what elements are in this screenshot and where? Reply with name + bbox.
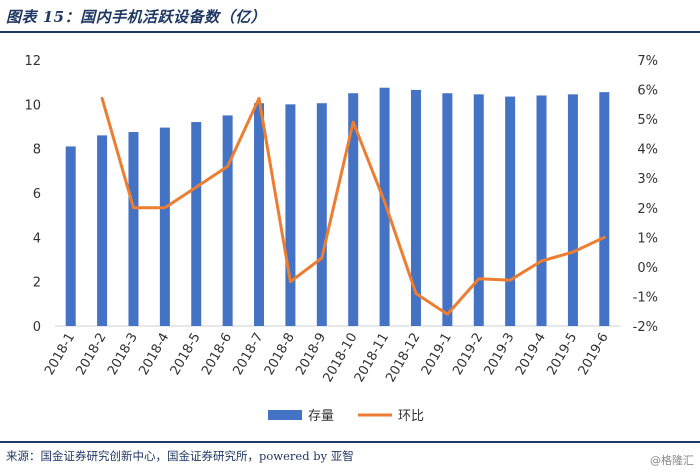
bar (379, 87, 390, 326)
legend-label: 存量 (308, 409, 334, 424)
series-line (100, 96, 606, 316)
y-tick-label: 10 (24, 98, 41, 113)
y2-tick-label: 1% (637, 231, 658, 246)
bar (505, 96, 516, 326)
bar (567, 94, 578, 326)
legend-label: 环比 (398, 409, 424, 424)
bar (97, 135, 108, 326)
bar (442, 93, 453, 326)
bar (473, 94, 484, 326)
y2-tick-label: -2% (633, 320, 658, 335)
y2-tick-label: 4% (637, 143, 658, 158)
bar (316, 103, 327, 326)
legend-swatch-bar (268, 410, 302, 420)
bar (65, 146, 76, 326)
y2-tick-label: 7% (637, 54, 658, 69)
y2-tick-label: 5% (637, 113, 658, 128)
source-note: 来源：国金证券研究创新中心，国金证券研究所，powered by 亚智 (6, 449, 354, 463)
y2-tick-label: 2% (637, 202, 658, 217)
y2-tick-label: 3% (637, 172, 658, 187)
x-tick-label: 2019-6 (576, 331, 612, 378)
y2-tick-label: 6% (637, 84, 658, 99)
bar (191, 122, 202, 326)
y-tick-label: 4 (33, 231, 41, 246)
bar (599, 92, 610, 326)
y2-tick-label: 0% (637, 261, 658, 276)
bar (536, 95, 547, 326)
title-rule (0, 31, 700, 33)
bar (254, 103, 265, 326)
bar (128, 132, 139, 326)
bar (410, 89, 421, 326)
bar (348, 93, 359, 326)
chart-title: 图表 15：国内手机活跃设备数（亿） (6, 8, 267, 26)
y-tick-label: 8 (33, 143, 41, 158)
bar (159, 127, 170, 326)
y-tick-label: 6 (33, 187, 41, 202)
y-tick-label: 2 (33, 276, 41, 291)
y-tick-label: 12 (24, 54, 41, 69)
combo-chart: 024681012-2%-1%0%1%2%3%4%5%6%7%2018-1201… (24, 54, 658, 424)
y-tick-label: 0 (33, 320, 41, 335)
footer-rule (0, 441, 700, 443)
bar (285, 104, 296, 326)
bar (222, 115, 233, 327)
y2-tick-label: -1% (633, 290, 658, 305)
watermark: @格隆汇 (650, 454, 694, 467)
